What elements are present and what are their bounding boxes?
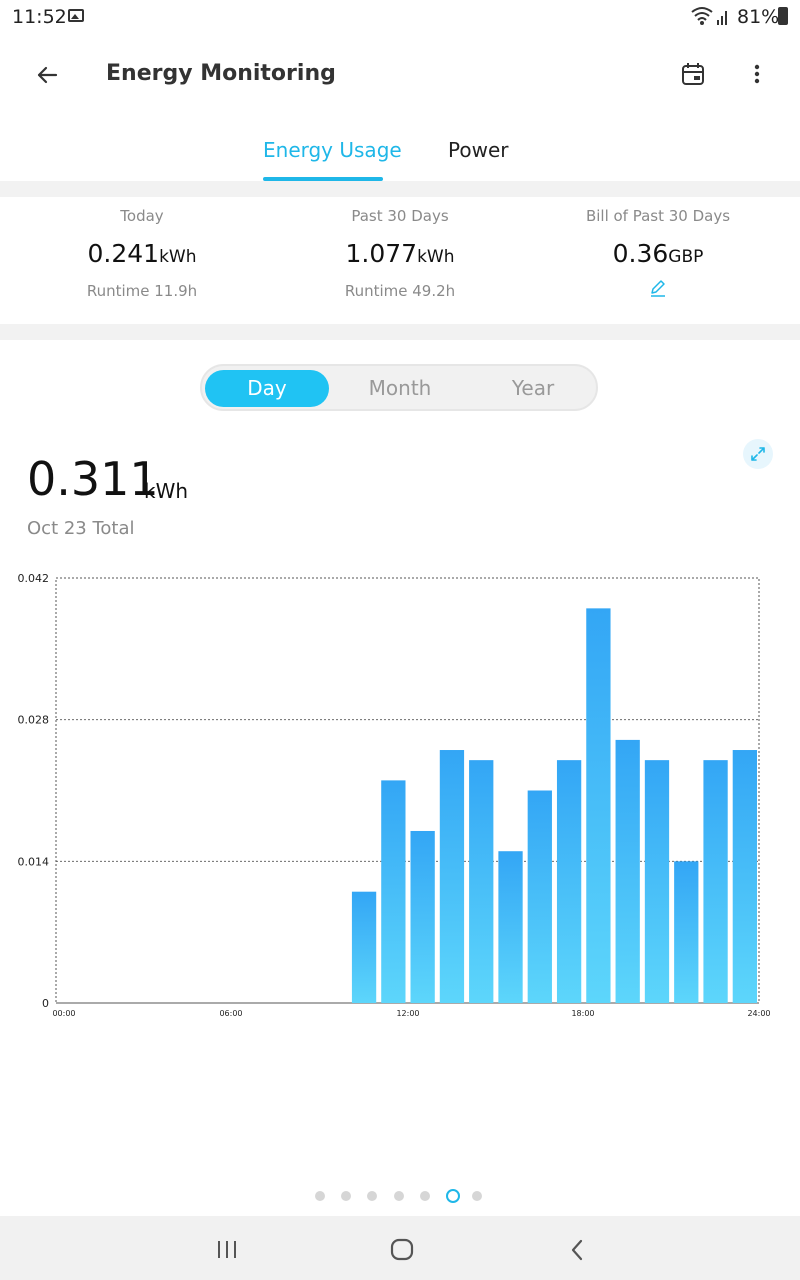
y-tick-label: 0.028 xyxy=(18,714,50,727)
back-button[interactable] xyxy=(28,58,68,92)
bill-amount: 0.36 xyxy=(612,239,669,268)
today-summary: Today 0.241kWh Runtime 11.9h xyxy=(9,207,275,300)
system-back-button[interactable] xyxy=(555,1232,599,1268)
calendar-button[interactable] xyxy=(676,56,710,92)
x-tick-label: 24:00 xyxy=(747,1009,770,1018)
period-day-button[interactable]: Day xyxy=(205,370,329,407)
active-tab-indicator xyxy=(263,177,383,181)
page-title: Energy Monitoring xyxy=(106,61,336,86)
battery-icon xyxy=(778,7,788,25)
today-unit: kWh xyxy=(159,247,197,267)
bill-value: 0.36GBP xyxy=(525,239,791,268)
past-30-days-value: 1.077kWh xyxy=(267,239,533,268)
total-unit: kWh xyxy=(144,479,189,503)
page-dot[interactable] xyxy=(367,1191,378,1201)
edit-bill-button[interactable] xyxy=(525,278,791,298)
period-toggle: Day Month Year xyxy=(200,364,598,411)
tab-energy-usage[interactable]: Energy Usage xyxy=(263,138,402,162)
chart-bar xyxy=(644,760,670,1003)
chart-bar xyxy=(498,851,523,1003)
recent-apps-button[interactable] xyxy=(205,1232,249,1268)
x-tick-label: 06:00 xyxy=(219,1009,242,1018)
chart-bar xyxy=(732,750,757,1003)
chart-bar xyxy=(469,760,494,1003)
more-options-button[interactable] xyxy=(740,56,774,92)
page-dot[interactable] xyxy=(472,1191,483,1201)
back-arrow-icon xyxy=(37,66,58,84)
recent-apps-icon xyxy=(218,1241,236,1258)
pencil-icon xyxy=(651,280,665,297)
x-tick-label: 00:00 xyxy=(52,1009,75,1018)
more-vertical-icon xyxy=(754,64,760,84)
total-date-label: Oct 23 Total xyxy=(27,518,135,539)
bill-currency: GBP xyxy=(668,247,704,267)
past-30-days-summary: Past 30 Days 1.077kWh Runtime 49.2h xyxy=(267,207,533,300)
page-dot[interactable] xyxy=(393,1191,404,1201)
tab-power[interactable]: Power xyxy=(448,138,509,162)
image-notification-icon xyxy=(68,9,84,22)
today-value: 0.241kWh xyxy=(9,239,275,268)
past-30-days-kwh: 1.077 xyxy=(345,239,418,268)
page-dot-active[interactable] xyxy=(446,1189,460,1203)
section-divider xyxy=(0,181,800,197)
bill-label: Bill of Past 30 Days xyxy=(585,207,731,225)
expand-chart-button[interactable] xyxy=(743,439,773,469)
period-year-button[interactable]: Year xyxy=(511,376,555,400)
chart-bar xyxy=(615,739,640,1003)
home-button[interactable] xyxy=(380,1232,424,1268)
wifi-signal-icon xyxy=(691,7,727,25)
y-tick-label: 0.042 xyxy=(18,572,50,585)
page-dot[interactable] xyxy=(341,1191,352,1201)
past-30-days-unit: kWh xyxy=(417,247,455,267)
battery-percent: 81% xyxy=(737,6,780,28)
page-dot[interactable] xyxy=(315,1191,325,1201)
y-tick-label: 0 xyxy=(42,997,49,1010)
status-time: 11:52 xyxy=(12,6,67,28)
today-runtime: Runtime 11.9h xyxy=(86,282,198,300)
system-navigation-bar xyxy=(0,1216,800,1280)
calendar-icon xyxy=(682,63,704,85)
period-month-button[interactable]: Month xyxy=(368,376,432,400)
section-divider-2 xyxy=(0,324,800,340)
expand-icon xyxy=(751,447,765,461)
chart-bar xyxy=(381,780,406,1003)
x-tick-label: 18:00 xyxy=(571,1009,594,1018)
chart-bar xyxy=(410,830,435,1003)
y-tick-label: 0.014 xyxy=(18,855,50,868)
past-30-days-runtime: Runtime 49.2h xyxy=(344,282,456,300)
bill-summary: Bill of Past 30 Days 0.36GBP xyxy=(525,207,791,298)
energy-bar-chart: 0 0.014 0.028 0.042 00:00 06:00 12:00 18:00 24:0… xyxy=(18,572,771,1018)
total-value: 0.311 xyxy=(27,452,159,506)
chart-bar xyxy=(586,608,611,1003)
home-icon xyxy=(390,1238,414,1261)
chevron-left-icon xyxy=(571,1239,583,1261)
chart-bar xyxy=(556,760,582,1003)
chart-bar xyxy=(351,891,377,1003)
x-tick-label: 12:00 xyxy=(396,1009,419,1018)
status-bar: 11:52 81% xyxy=(0,0,800,34)
today-kwh: 0.241 xyxy=(87,239,160,268)
chart-bar xyxy=(439,750,465,1003)
today-label: Today xyxy=(120,207,164,225)
page-dot[interactable] xyxy=(419,1191,430,1201)
chart-bar xyxy=(703,760,728,1003)
chart-bar xyxy=(674,861,699,1003)
chart-bar xyxy=(527,790,552,1003)
past-30-days-label: Past 30 Days xyxy=(351,207,449,225)
